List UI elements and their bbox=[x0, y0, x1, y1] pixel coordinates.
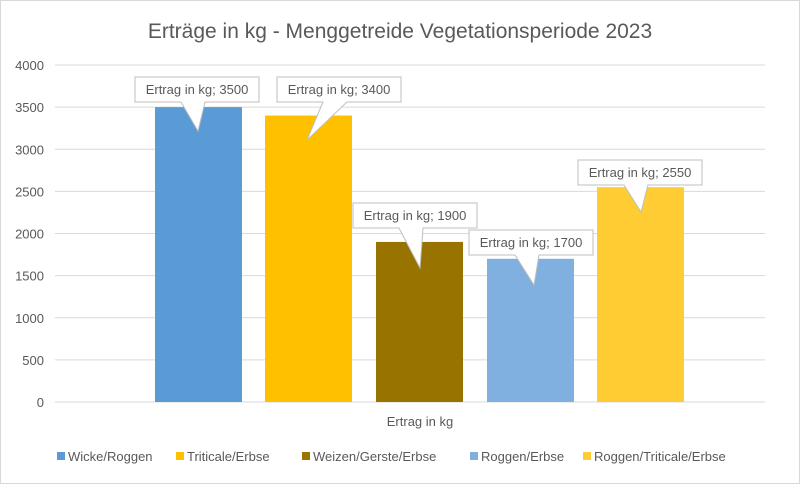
legend-swatch bbox=[302, 452, 310, 460]
chart-title: Erträge in kg - Menggetreide Vegetations… bbox=[148, 20, 652, 43]
data-label-callout bbox=[577, 159, 703, 214]
legend-label: Roggen/Erbse bbox=[481, 449, 564, 464]
legend-label: Wicke/Roggen bbox=[68, 449, 153, 464]
y-axis-ticks: 0 500 1000 1500 2000 2500 3000 3500 4000 bbox=[15, 58, 44, 410]
data-label-callout bbox=[468, 229, 594, 287]
data-label-callout bbox=[276, 76, 402, 141]
legend-label: Triticale/Erbse bbox=[187, 449, 270, 464]
data-label-callout bbox=[134, 76, 260, 133]
legend-swatch bbox=[176, 452, 184, 460]
bar-roggen-triticale-erbse bbox=[597, 187, 684, 402]
y-tick-label: 3000 bbox=[15, 142, 44, 157]
legend-swatch bbox=[57, 452, 65, 460]
x-category-label: Ertrag in kg bbox=[387, 414, 453, 429]
y-tick-label: 2500 bbox=[15, 184, 44, 199]
legend-swatch bbox=[583, 452, 591, 460]
data-labels: Ertrag in kg; 3500 Ertrag in kg; 3400 Ertr… bbox=[134, 76, 703, 287]
y-tick-label: 2000 bbox=[15, 227, 44, 242]
bar-roggen-erbse bbox=[487, 258, 574, 402]
bars bbox=[155, 107, 684, 403]
y-tick-label: 1500 bbox=[15, 269, 44, 284]
bar-wicke-roggen bbox=[155, 107, 242, 402]
data-label: Ertrag in kg; 2550 bbox=[589, 165, 692, 180]
data-label: Ertrag in kg; 1700 bbox=[480, 235, 583, 250]
y-tick-label: 3500 bbox=[15, 100, 44, 115]
data-label: Ertrag in kg; 3400 bbox=[288, 82, 391, 97]
y-tick-label: 0 bbox=[37, 395, 44, 410]
bar-weizen-gerste-erbse bbox=[376, 241, 463, 402]
y-tick-label: 1000 bbox=[15, 311, 44, 326]
bar-triticale-erbse bbox=[265, 115, 352, 403]
legend-label: Weizen/Gerste/Erbse bbox=[313, 449, 436, 464]
data-label: Ertrag in kg; 3500 bbox=[146, 82, 249, 97]
y-tick-label: 4000 bbox=[15, 58, 44, 73]
data-label: Ertrag in kg; 1900 bbox=[364, 208, 467, 223]
legend-swatch bbox=[470, 452, 478, 460]
legend-label: Roggen/Triticale/Erbse bbox=[594, 449, 726, 464]
legend: Wicke/Roggen Triticale/Erbse Weizen/Gerste… bbox=[57, 449, 726, 464]
data-label-callout bbox=[352, 202, 478, 270]
y-tick-label: 500 bbox=[22, 353, 44, 368]
